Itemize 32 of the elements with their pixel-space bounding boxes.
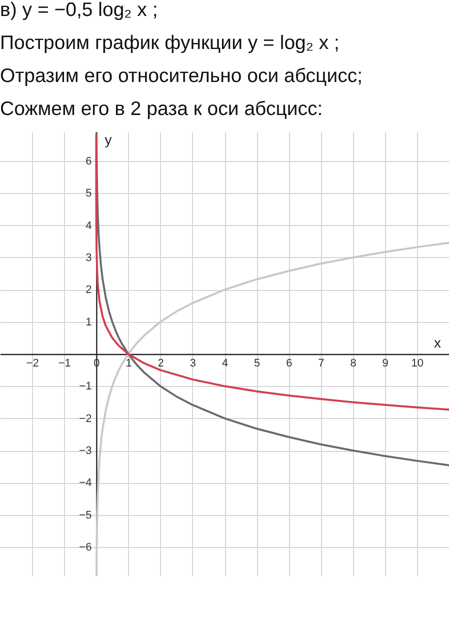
chart-title: в) y = −0,5 log₂ x ; [0, 0, 159, 23]
y-tick-label: 3 [86, 252, 92, 264]
x-tick-label: 7 [318, 358, 324, 370]
x-tick-label: 3 [190, 358, 196, 370]
x-tick-label: 1 [126, 358, 132, 370]
y-tick-label: −4 [79, 477, 92, 490]
x-tick-label: −2 [26, 358, 39, 370]
y-tick-label: −6 [79, 542, 92, 554]
x-tick-label: −1 [58, 358, 71, 370]
y-tick-label: 5 [86, 188, 92, 200]
y-tick-label: 1 [86, 316, 92, 328]
x-tick-label: 5 [254, 358, 260, 370]
x-tick-label: 4 [222, 358, 228, 370]
y-tick-label: −3 [79, 445, 92, 458]
x-tick-label: 6 [286, 358, 292, 370]
x-axis-title: x [434, 334, 441, 350]
line-series [95, 132, 449, 466]
x-tick-label: 2 [158, 358, 164, 370]
y-tick-label: −2 [79, 412, 92, 425]
line-series [95, 134, 449, 411]
text: Отразим его относительно оси абсцисс; [0, 64, 364, 89]
y-tick-label: 6 [86, 155, 92, 168]
x-tick-label: 9 [382, 358, 388, 370]
y-tick-label: −5 [79, 509, 92, 522]
y-tick-label: 2 [86, 284, 92, 296]
text: Сожмем его в 2 раза к оси абсцисс: [0, 97, 324, 122]
x-tick-label: 8 [350, 358, 356, 370]
y-tick-label: −1 [79, 380, 92, 393]
y-tick-label: 4 [86, 220, 92, 232]
y-axis-title: y [104, 132, 112, 148]
text: Построим график функции y = log₂ x ; [0, 31, 340, 56]
x-tick-label: 10 [411, 358, 424, 370]
